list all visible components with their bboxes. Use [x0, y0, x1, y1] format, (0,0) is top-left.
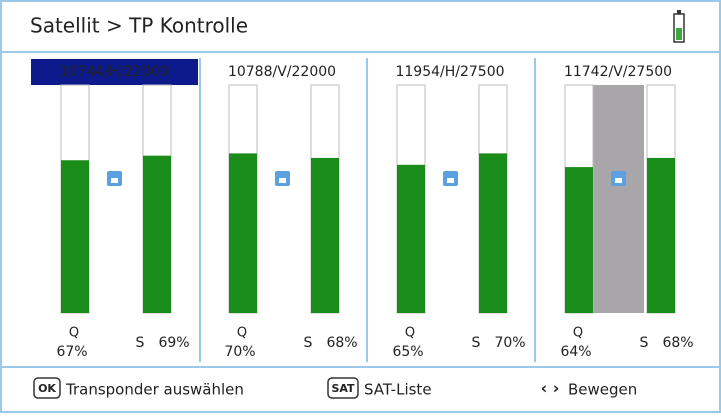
strength-bar — [311, 157, 339, 313]
transponder-label: 11954/H/27500 — [395, 64, 504, 80]
q-name: Q — [237, 326, 247, 341]
lock-body — [279, 178, 286, 183]
selection-column — [593, 85, 644, 313]
key-icon — [33, 377, 61, 399]
footer-text: SAT-Liste — [364, 381, 432, 399]
strength-bar — [143, 155, 171, 313]
strength-bar — [479, 153, 507, 313]
key-label: OK — [38, 382, 56, 395]
q-value: 64% — [560, 344, 591, 360]
q-value: 65% — [392, 344, 423, 360]
key-label: ‹ › — [541, 379, 560, 398]
q-value: 70% — [224, 344, 255, 360]
quality-bar — [565, 167, 593, 313]
q-name: Q — [573, 326, 583, 341]
transponder-label: 10788/V/22000 — [228, 64, 336, 80]
s-name: S — [640, 335, 649, 351]
s-value: 68% — [326, 335, 357, 351]
strength-bar — [647, 157, 675, 313]
footer-text: Bewegen — [568, 381, 637, 399]
selected-label-bg — [31, 59, 198, 85]
s-name: S — [472, 335, 481, 351]
transponder-label: 10744/H/22000 — [59, 64, 168, 80]
lock-body — [111, 178, 118, 183]
s-value: 69% — [158, 335, 189, 351]
title: Satellit > TP Kontrolle — [30, 14, 248, 38]
key-icon — [327, 377, 359, 399]
q-value: 67% — [56, 344, 87, 360]
quality-bar — [61, 160, 89, 313]
s-name: S — [136, 335, 145, 351]
s-value: 70% — [494, 335, 525, 351]
quality-bar — [229, 153, 257, 313]
q-name: Q — [405, 326, 415, 341]
transponder-label: 11742/V/27500 — [564, 64, 672, 80]
q-name: Q — [69, 326, 79, 341]
quality-bar — [397, 164, 425, 313]
lock-body — [447, 178, 454, 183]
footer-text: Transponder auswählen — [65, 381, 244, 399]
lock-body — [615, 178, 622, 183]
key-label: SAT — [331, 382, 355, 395]
s-value: 68% — [662, 335, 693, 351]
s-name: S — [304, 335, 313, 351]
battery-icon — [673, 10, 685, 43]
